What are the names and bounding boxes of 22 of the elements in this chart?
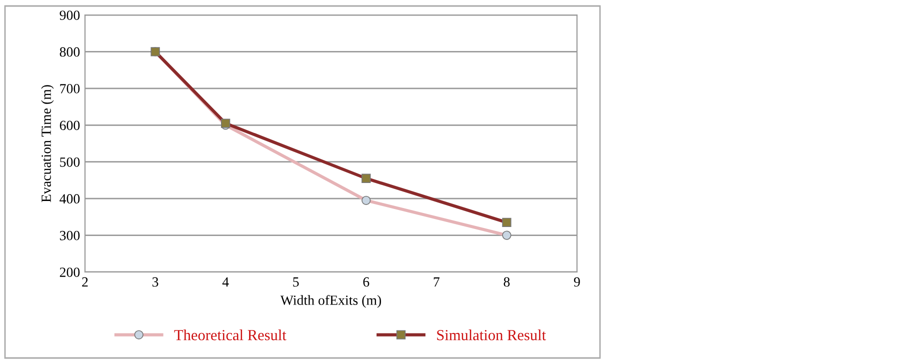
y-tick-label: 200 (60, 268, 80, 277)
y-tick-label: 600 (60, 120, 80, 130)
x-tick-label: 3 (152, 277, 158, 287)
point (362, 196, 371, 205)
x-tick-label: 7 (434, 277, 440, 286)
x-axis-title: Width ofExits (m) (280, 295, 382, 308)
x-tick-label: 4 (222, 277, 229, 286)
x-tick-label: 9 (574, 277, 580, 287)
legend-label: Simulation Result (437, 330, 546, 340)
y-axis-title: Evacuation Time (m) (41, 85, 54, 202)
y-tick-label: 800 (60, 47, 80, 57)
x-tick-label: 2 (82, 277, 88, 286)
x-tick-label: 5 (293, 277, 299, 287)
x-tick-label: 8 (504, 277, 510, 287)
point (502, 230, 512, 240)
legend-label: Theoretical Result (174, 330, 286, 340)
x-tick-label: 6 (363, 277, 370, 287)
y-tick-label: 400 (60, 194, 80, 204)
y-tick-label: 300 (60, 230, 80, 240)
y-tick-label: 500 (60, 157, 80, 167)
y-tick-label: 900 (60, 10, 80, 20)
y-tick-label: 700 (60, 84, 80, 94)
